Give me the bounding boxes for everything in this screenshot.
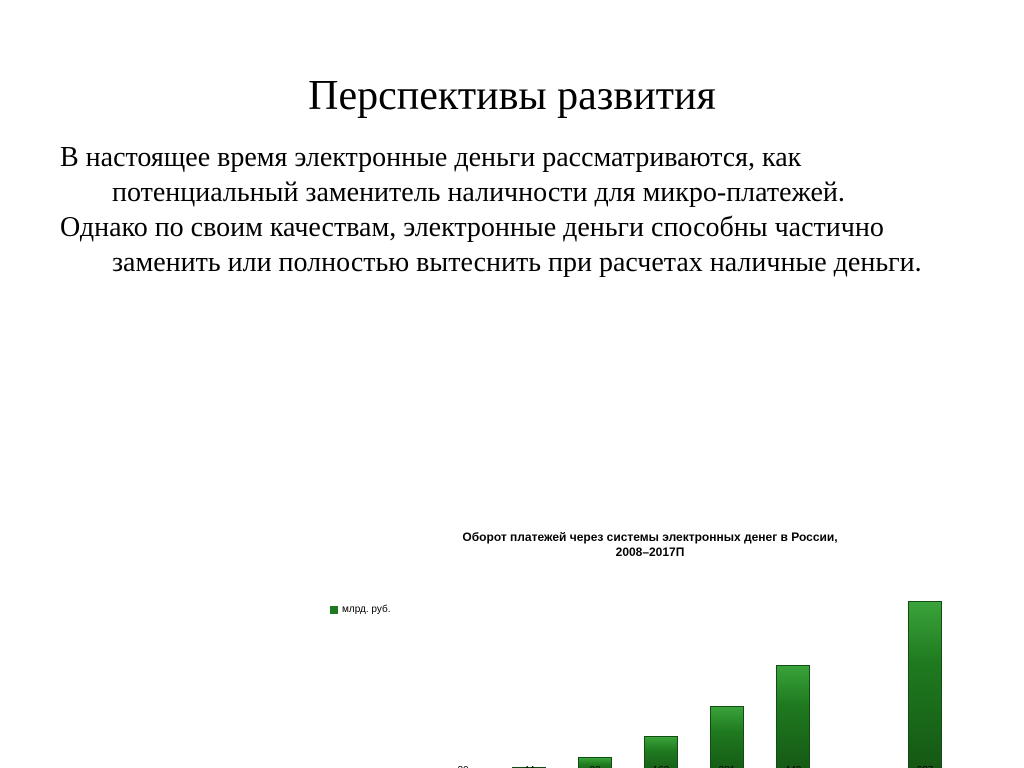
slide-title: Перспективы развития xyxy=(0,72,1024,120)
slide-body: В настоящее время электронные деньги рас… xyxy=(0,140,1024,280)
legend-label: млрд. руб. xyxy=(342,604,391,615)
bar-3 xyxy=(644,736,678,768)
chart-title-line1: Оборот платежей через системы электронны… xyxy=(462,530,837,544)
chart-plot: 20 2008 44 2009 82 2010 163 2011 281 xyxy=(438,570,958,768)
legend-swatch xyxy=(330,606,338,614)
slide: Перспективы развития В настоящее время э… xyxy=(0,72,1024,768)
chart-title-line2: 2008–2017П xyxy=(616,545,685,559)
paragraph-2: Однако по своим качествам, электронные д… xyxy=(60,210,964,280)
chart: Оборот платежей через системы электронны… xyxy=(330,530,970,768)
bar-4 xyxy=(710,706,744,768)
paragraph-1: В настоящее время электронные деньги рас… xyxy=(60,140,964,210)
bar-7 xyxy=(908,601,942,768)
chart-legend: млрд. руб. xyxy=(330,604,391,615)
bar-5 xyxy=(776,665,810,768)
chart-title: Оборот платежей через системы электронны… xyxy=(330,530,970,560)
